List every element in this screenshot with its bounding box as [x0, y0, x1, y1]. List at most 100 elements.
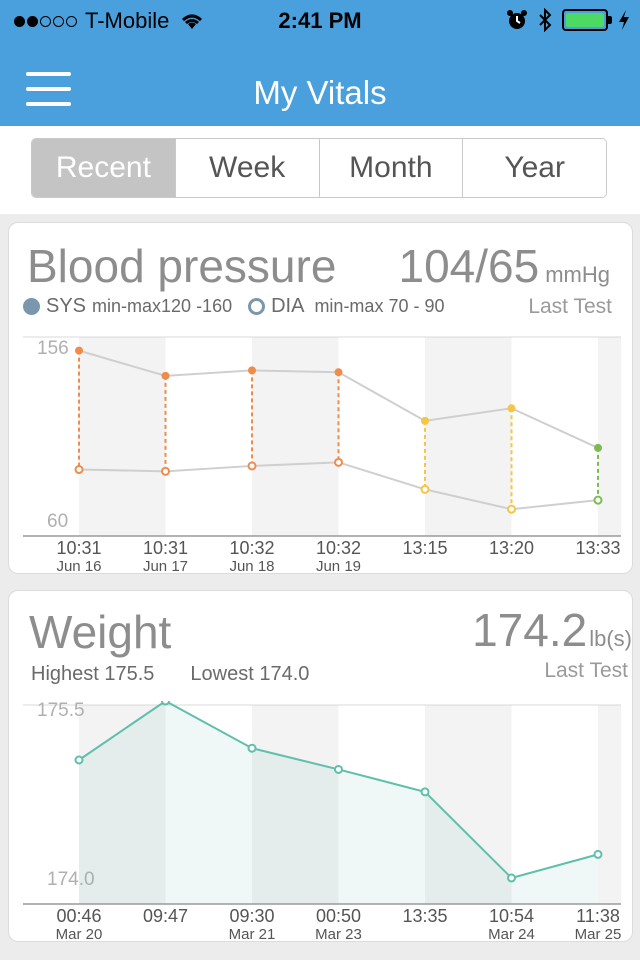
- weight-point: [593, 849, 603, 859]
- sys-point: [161, 371, 170, 380]
- status-time: 2:41 PM: [278, 8, 362, 33]
- sys-point: [334, 368, 343, 377]
- y-tick-label: 174.0: [47, 869, 95, 890]
- chart-column-band: [252, 705, 339, 904]
- blood-pressure-last-test: Last Test: [528, 295, 612, 318]
- chart-column-band: [252, 337, 339, 536]
- weight-point: [334, 764, 343, 774]
- x-tick-date: Jun 17: [143, 558, 188, 573]
- dia-point: [420, 484, 430, 494]
- signal-strength-icon: [14, 15, 77, 27]
- menu-icon[interactable]: [26, 72, 71, 106]
- x-tick-time: 09:30: [229, 906, 274, 926]
- wifi-icon: [182, 14, 203, 29]
- blood-pressure-value: 104/65: [398, 240, 540, 292]
- weight-point: [420, 787, 430, 797]
- x-tick-time: 10:32: [316, 538, 361, 558]
- status-right: [506, 8, 630, 32]
- weight-point: [161, 701, 170, 706]
- x-tick-date: Jun 19: [316, 558, 361, 573]
- dia-range: min-max 70 - 90: [314, 296, 445, 316]
- x-tick-time: 13:15: [402, 538, 447, 558]
- y-tick-label: 60: [47, 511, 68, 532]
- sys-range: min-max120 -160: [92, 296, 233, 316]
- navigation-bar: My Vitals: [0, 40, 640, 126]
- status-bar: T-Mobile 2:41 PM: [0, 0, 640, 40]
- tab-year[interactable]: Year: [462, 139, 606, 197]
- period-segmented-control: Recent Week Month Year: [31, 138, 607, 198]
- x-tick-time: 10:32: [229, 538, 274, 558]
- y-tick-label: 156: [37, 338, 69, 359]
- chart-column-band: [425, 705, 512, 904]
- x-tick-time: 10:54: [489, 906, 534, 926]
- weight-stats: Highest 175.5 Lowest 174.0: [31, 663, 309, 686]
- x-tick-time: 11:38: [576, 906, 620, 926]
- period-selector-bar: Recent Week Month Year: [0, 126, 640, 214]
- chart-column-band: [425, 337, 512, 536]
- x-tick-date: Jun 16: [56, 558, 101, 573]
- bluetooth-icon: [539, 8, 552, 32]
- sys-point: [421, 416, 429, 425]
- x-tick-date: Jun 18: [229, 558, 274, 573]
- dia-point: [593, 495, 603, 505]
- tab-week[interactable]: Week: [174, 139, 319, 197]
- x-tick-time: 00:50: [316, 906, 361, 926]
- sys-point: [507, 404, 516, 413]
- sys-point: [594, 443, 602, 452]
- weight-point: [507, 873, 516, 883]
- x-tick-time: 13:35: [402, 906, 447, 926]
- dia-point: [507, 504, 516, 514]
- tab-recent[interactable]: Recent: [32, 139, 175, 197]
- chart-column-band: [79, 705, 166, 904]
- weight-lowest: Lowest 174.0: [190, 663, 310, 685]
- x-tick-time: 09:47: [143, 906, 188, 926]
- alarm-icon: [507, 10, 527, 29]
- blood-pressure-unit: mmHg: [545, 262, 610, 287]
- dia-point: [161, 466, 170, 476]
- x-tick-time: 00:46: [56, 906, 101, 926]
- x-tick-time: 10:31: [143, 538, 188, 558]
- chart-column-band: [598, 705, 621, 904]
- dia-point: [74, 465, 84, 475]
- sys-legend-icon: [23, 298, 40, 315]
- x-tick-time: 13:33: [575, 538, 620, 558]
- carrier-label: T-Mobile: [85, 8, 170, 33]
- weight-highest: Highest 175.5: [31, 663, 155, 685]
- y-tick-label: 175.5: [37, 701, 85, 721]
- bottom-spacer: [0, 950, 640, 960]
- x-tick-time: 10:31: [56, 538, 101, 558]
- dia-legend-icon: [248, 298, 266, 315]
- weight-value-group: 174.2lb(s): [472, 603, 632, 657]
- weight-point: [247, 743, 257, 753]
- x-tick-date: Mar 23: [315, 926, 362, 941]
- chart-column-band: [79, 337, 166, 536]
- x-tick-time: 13:20: [489, 538, 534, 558]
- weight-point: [74, 755, 84, 765]
- weight-value: 174.2: [472, 604, 588, 656]
- x-tick-date: Mar 24: [488, 926, 535, 941]
- battery-icon: [562, 9, 612, 31]
- weight-area: [79, 701, 598, 904]
- carrier-indicator: T-Mobile: [14, 8, 205, 34]
- weight-title: Weight: [29, 606, 172, 658]
- blood-pressure-title: Blood pressure: [27, 240, 337, 292]
- sys-point: [75, 346, 83, 355]
- x-tick-date: Mar 25: [575, 926, 622, 941]
- x-tick-date: Mar 21: [229, 926, 276, 941]
- x-tick-date: Mar 20: [56, 926, 103, 941]
- blood-pressure-legend: SYS min-max120 -160 DIA min-max 70 - 90: [23, 295, 444, 318]
- blood-pressure-card[interactable]: Blood pressure 104/65 mmHg SYS min-max120…: [8, 222, 633, 574]
- weight-last-test: Last Test: [544, 659, 628, 682]
- dia-point: [247, 461, 257, 471]
- sys-point: [248, 366, 256, 375]
- weight-card[interactable]: Weight 174.2lb(s) Highest 175.5 Lowest 1…: [8, 590, 633, 942]
- dia-point: [334, 457, 343, 467]
- chart-column-band: [598, 337, 621, 536]
- sys-label: SYS: [46, 295, 87, 317]
- tab-month[interactable]: Month: [318, 139, 463, 197]
- dia-label: DIA: [271, 295, 305, 317]
- charging-icon: [619, 10, 629, 30]
- page-title: My Vitals: [253, 74, 387, 111]
